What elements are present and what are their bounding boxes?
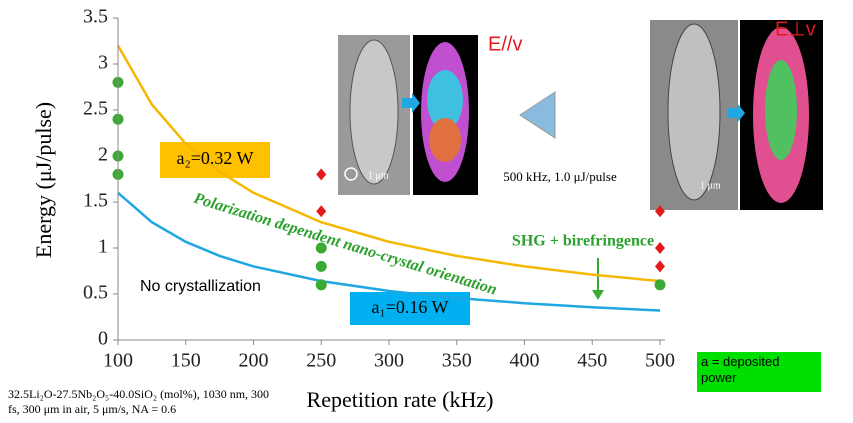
legend-note: a = deposited power [697,352,821,392]
point [654,279,666,291]
x-tick-label: 200 [239,350,269,372]
sem-shape [667,23,721,201]
point [315,242,327,254]
x-tick-label: 250 [306,350,336,372]
point [316,205,327,218]
ebsd-shape [429,118,461,162]
point [655,242,665,254]
plot: 0 0.5 1 1.5 2 2.5 3 3.5 100 150 200 250 300 350 400 450… [83,6,675,372]
y-tick-label: 3 [98,52,108,74]
y-axis-label: Energy (μJ/pulse) [31,102,56,258]
x-axis-label: Repetition rate (kHz) [307,387,494,412]
color-key [519,91,556,139]
ebsd-shape [765,60,797,160]
x-tick-label: 350 [442,350,472,372]
footnote: 32.5Li₂O-27.5Nb₂O₅-40.0SiO₂ (mol%), 1030… [8,387,270,416]
annotation: 500 kHz, 1.0 μJ/pulse [503,169,617,184]
x-tick-label: 100 [103,350,133,372]
x-tick-label: 300 [374,350,404,372]
x-tick-label: 450 [577,350,607,372]
annotation: E//v [488,33,522,55]
y-tick-label: 1.5 [83,190,108,212]
label-box [160,142,270,178]
y-tick-label: 0.5 [83,282,108,304]
point [655,260,665,273]
scale-bar-label: 1 μm [368,170,389,181]
y-tick-label: 1 [98,236,108,258]
x-tick-label: 150 [171,350,201,372]
arrow-head [592,290,604,300]
arrow [402,93,420,113]
arrow [727,103,745,123]
y-tick-label: 3.5 [83,6,108,28]
annotation: No crystallization [140,278,261,295]
x-tick-label: 400 [510,350,540,372]
ebsd-shape [427,70,463,130]
annotation: E⊥v [775,18,816,40]
point [315,279,327,291]
scale-bar-label: 1 μm [700,180,721,191]
curve [116,44,661,283]
y-tick-label: 0 [98,328,108,350]
x-tick-label: 500 [645,350,675,372]
curve-label: a₁=0.16 W [371,297,448,317]
point [315,260,327,272]
y-tick-label: 2.5 [83,98,108,120]
curve-label: a₂=0.32 W [176,148,253,168]
symbol [344,167,358,181]
y-tick-label: 2 [98,144,108,166]
point [316,168,327,181]
point [655,205,665,218]
sem-shape [349,39,399,185]
annotation: SHG + birefringence [512,233,654,250]
